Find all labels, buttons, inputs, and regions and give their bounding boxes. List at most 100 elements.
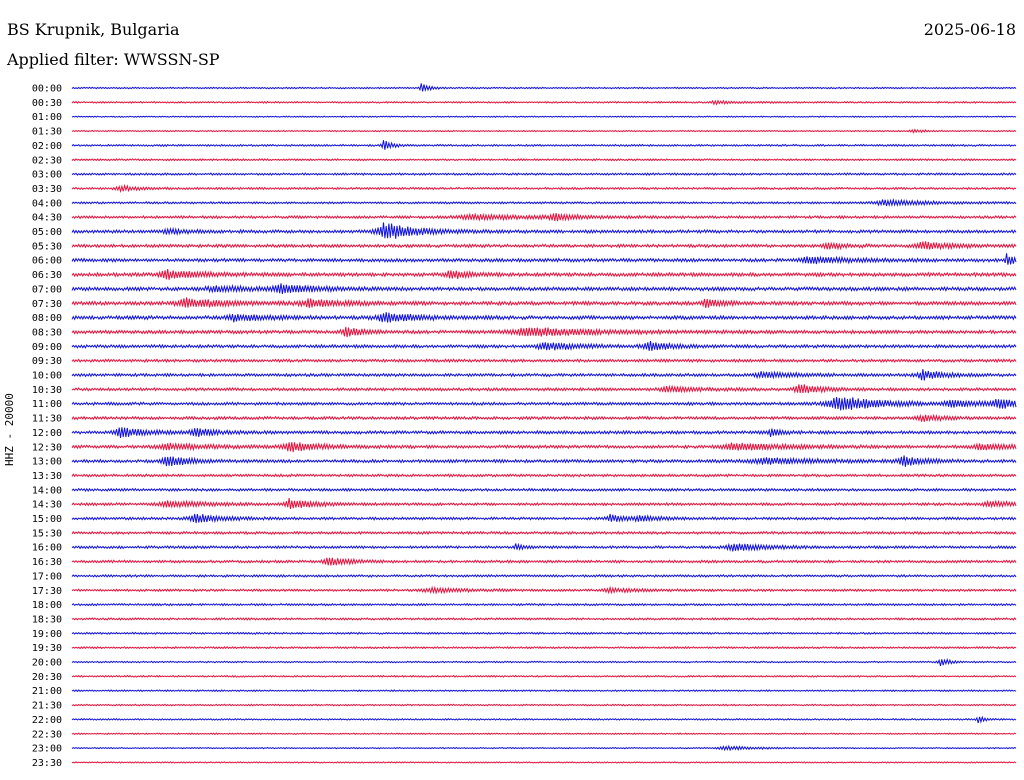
trace-row-0300 — [71, 172, 1017, 176]
trace-row-1400 — [71, 487, 1017, 493]
row-label: 00:30 — [32, 98, 62, 109]
trace-row-0230 — [71, 158, 1017, 162]
trace-row-2130 — [71, 703, 1017, 707]
row-label: 17:30 — [32, 586, 62, 597]
trace-row-2330 — [71, 761, 1017, 764]
trace-row-1600 — [71, 542, 1017, 552]
filter-label: Applied filter: WWSSN-SP — [7, 50, 220, 69]
trace-row-0900 — [71, 341, 1017, 351]
trace-row-1900 — [71, 631, 1017, 636]
trace-row-2100 — [71, 689, 1017, 693]
row-label: 08:00 — [32, 313, 62, 324]
row-label: 05:30 — [32, 241, 62, 252]
trace-row-1500 — [71, 513, 1017, 524]
row-label: 13:30 — [32, 471, 62, 482]
row-label: 07:00 — [32, 284, 62, 295]
trace-row-2200 — [71, 715, 1017, 724]
row-label: 12:30 — [32, 442, 62, 453]
trace-row-0500 — [71, 222, 1017, 239]
trace-row-2030 — [71, 674, 1017, 678]
row-label: 21:00 — [32, 686, 62, 697]
row-label: 14:00 — [32, 485, 62, 496]
trace-row-1030 — [71, 384, 1017, 394]
trace-row-1130 — [71, 413, 1017, 423]
row-label: 20:30 — [32, 672, 62, 683]
trace-row-0800 — [71, 312, 1017, 323]
row-label: 10:00 — [32, 371, 62, 382]
row-label: 15:00 — [32, 514, 62, 525]
trace-row-1700 — [71, 573, 1017, 578]
trace-row-0400 — [71, 197, 1017, 208]
trace-row-0330 — [71, 183, 1017, 194]
row-label: 08:30 — [32, 327, 62, 338]
trace-row-2230 — [71, 732, 1017, 736]
trace-row-1000 — [71, 369, 1017, 381]
row-label: 03:00 — [32, 170, 62, 181]
trace-row-0930 — [71, 358, 1017, 364]
row-label: 19:00 — [32, 629, 62, 640]
row-label: 23:30 — [32, 758, 62, 769]
row-label: 18:00 — [32, 600, 62, 611]
row-label: 15:30 — [32, 528, 62, 539]
row-label: 20:00 — [32, 658, 62, 669]
row-label: 09:30 — [32, 356, 62, 367]
row-label: 04:00 — [32, 198, 62, 209]
row-label: 21:30 — [32, 701, 62, 712]
row-label: 12:00 — [32, 428, 62, 439]
trace-row-1330 — [71, 473, 1017, 478]
row-label: 10:30 — [32, 385, 62, 396]
trace-row-1730 — [71, 585, 1017, 595]
row-label: 16:00 — [32, 543, 62, 554]
trace-lines — [71, 83, 1017, 764]
trace-row-0000 — [71, 83, 1017, 92]
row-label: 09:00 — [32, 342, 62, 353]
trace-row-1200 — [71, 427, 1017, 438]
row-label: 06:00 — [32, 256, 62, 267]
trace-row-1430 — [71, 498, 1017, 509]
trace-row-0130 — [71, 128, 1017, 134]
trace-row-0030 — [71, 99, 1017, 106]
trace-row-2300 — [71, 744, 1017, 752]
trace-row-1800 — [71, 602, 1017, 607]
row-label: 02:30 — [32, 155, 62, 166]
station-title: BS Krupnik, Bulgaria — [7, 20, 180, 39]
trace-row-0600 — [71, 253, 1017, 265]
row-label: 11:00 — [32, 399, 62, 410]
row-label: 22:00 — [32, 715, 62, 726]
row-label: 16:30 — [32, 557, 62, 568]
row-label: 18:30 — [32, 614, 62, 625]
row-label: 22:30 — [32, 729, 62, 740]
trace-row-0630 — [71, 269, 1017, 280]
trace-row-1530 — [71, 530, 1017, 536]
trace-row-0700 — [71, 283, 1017, 294]
row-label: 01:30 — [32, 127, 62, 138]
trace-row-1930 — [71, 645, 1017, 650]
trace-row-1100 — [71, 397, 1017, 411]
trace-row-1630 — [71, 557, 1017, 567]
row-label: 07:30 — [32, 299, 62, 310]
row-label: 06:30 — [32, 270, 62, 281]
row-label: 23:00 — [32, 744, 62, 755]
row-label: 17:00 — [32, 571, 62, 582]
trace-row-0830 — [71, 326, 1017, 338]
trace-row-1300 — [71, 455, 1017, 467]
row-label: 13:00 — [32, 457, 62, 468]
row-label: 14:30 — [32, 500, 62, 511]
trace-row-1230 — [71, 441, 1017, 453]
row-labels: 00:00 00:30 01:00 01:30 02:00 02:30 03:00 03:30… — [32, 84, 62, 769]
row-label: 11:30 — [32, 414, 62, 425]
row-label: 19:30 — [32, 643, 62, 654]
trace-row-0730 — [71, 297, 1017, 309]
row-label: 03:30 — [32, 184, 62, 195]
row-label: 05:00 — [32, 227, 62, 238]
trace-row-0200 — [71, 140, 1017, 150]
row-label: 02:00 — [32, 141, 62, 152]
row-label: 04:30 — [32, 213, 62, 224]
trace-row-0430 — [71, 212, 1017, 222]
trace-row-1830 — [71, 617, 1017, 621]
trace-row-0530 — [71, 241, 1017, 251]
trace-row-0100 — [71, 115, 1017, 118]
row-label: 01:00 — [32, 112, 62, 123]
trace-row-2000 — [71, 658, 1017, 667]
